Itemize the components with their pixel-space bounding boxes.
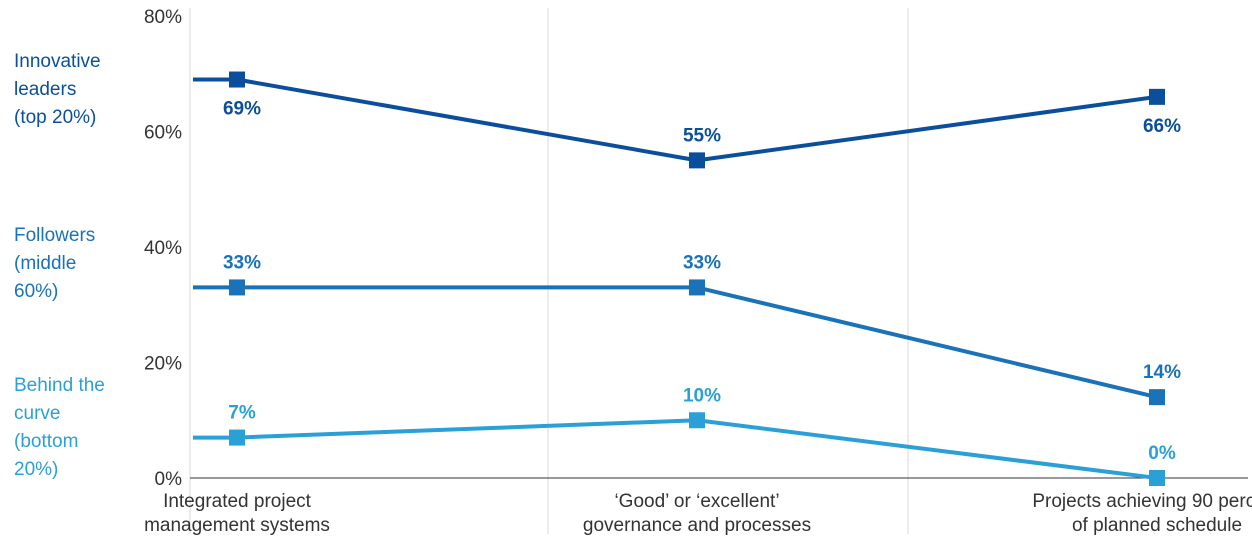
series-layer: [193, 71, 1165, 486]
series-3-marker: [229, 429, 245, 446]
series-1-marker: [689, 152, 705, 169]
series-2-data-label: 33%: [223, 252, 261, 273]
y-tick-label: 40%: [144, 238, 182, 259]
grid-layer: [547, 8, 909, 534]
y-tick-label: 60%: [144, 123, 182, 144]
x-category-label: ‘Good’ or ‘excellent’ governance and proc…: [583, 491, 811, 536]
series-label-1: Innovative leaders (top 20%): [14, 51, 101, 128]
series-3-data-label: 10%: [683, 385, 721, 406]
series-2-marker: [229, 279, 245, 296]
x-category-label: Integrated project management systems: [144, 491, 330, 536]
label-layer: 69% 55% 66% 33% 33% 14% 7% 10% 0%: [223, 99, 1181, 464]
series-3-marker: [1149, 470, 1165, 486]
axis-layer: 0% 20% 40% 60% 80% Integrated project manageme…: [144, 7, 1252, 536]
x-category-label: Projects achieving 90 percentof planned …: [1032, 491, 1252, 536]
series-2-marker: [1149, 389, 1165, 406]
series-label-3: Behind the curve (bottom 20%): [14, 375, 105, 480]
series-1-marker: [229, 71, 245, 88]
series-3-data-label: 0%: [1148, 443, 1176, 464]
series-line-1: [193, 77, 1158, 163]
series-1-data-label: 55%: [683, 125, 721, 146]
series-2-data-label: 33%: [683, 252, 721, 273]
series-3-marker: [689, 412, 705, 429]
series-line-3: [193, 418, 1158, 480]
y-tick-label: 0%: [155, 469, 183, 490]
series-label-2: Followers (middle 60%): [14, 225, 96, 302]
series-2-marker: [689, 279, 705, 296]
series-1-marker: [1149, 88, 1165, 105]
series-1-data-label: 69%: [223, 99, 261, 120]
y-tick-label: 80%: [144, 7, 182, 28]
series-line-2: [193, 285, 1158, 400]
y-tick-label: 20%: [144, 354, 182, 375]
series-3-data-label: 7%: [228, 403, 256, 424]
series-2-data-label: 14%: [1143, 362, 1181, 383]
series-1-data-label: 66%: [1143, 116, 1181, 137]
